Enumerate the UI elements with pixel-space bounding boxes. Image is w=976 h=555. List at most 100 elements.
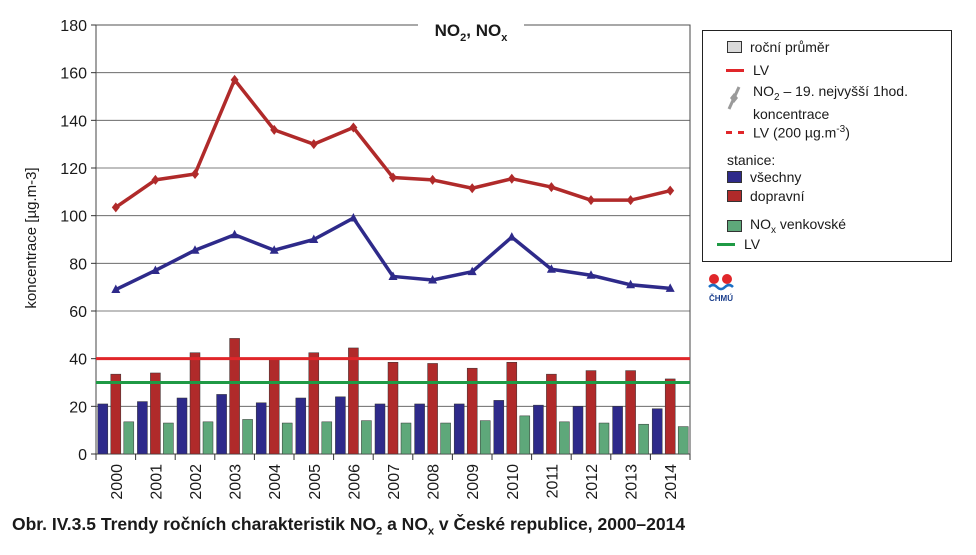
legend-item-annual-mean: roční průměr xyxy=(703,38,829,56)
legend: roční průměr LV NO2 – 19. nejvyšší 1hod.… xyxy=(702,30,952,262)
chmu-logo: ČHMÚ xyxy=(706,272,736,308)
legend-line-lv-green xyxy=(717,242,735,246)
axes: 0 20 40 60 80 100 120 140 160 180 2000 2001 2002 2003… xyxy=(60,18,691,500)
point xyxy=(546,264,556,273)
x-tick-label: 2014 xyxy=(663,464,680,500)
bar xyxy=(546,373,557,455)
x-tick-label: 2003 xyxy=(228,464,245,500)
bar xyxy=(176,397,188,455)
point xyxy=(507,173,516,184)
title-background xyxy=(418,16,524,42)
bar xyxy=(453,403,465,455)
bar xyxy=(242,419,253,455)
point xyxy=(389,172,397,183)
x-tick-label: 2006 xyxy=(346,464,363,500)
bar xyxy=(163,422,174,455)
point xyxy=(666,185,675,196)
bar xyxy=(651,408,663,455)
bar xyxy=(268,358,280,455)
legend-item-19th-highest: NO2 – 19. nejvyšší 1hod. koncentrace xyxy=(703,83,908,122)
bar xyxy=(255,402,267,455)
point xyxy=(150,265,160,274)
chart-title: NO2, NOx xyxy=(435,21,509,44)
point xyxy=(349,122,358,133)
bar xyxy=(97,403,109,455)
bar xyxy=(519,415,531,455)
bar xyxy=(598,422,610,455)
point xyxy=(269,245,279,254)
point xyxy=(507,232,517,241)
legend-line-lv-200 xyxy=(726,130,744,134)
bars xyxy=(97,338,689,455)
point xyxy=(309,234,319,243)
legend-item-lv-green: LV xyxy=(703,235,760,253)
bar xyxy=(374,403,386,455)
x-tick-label: 2002 xyxy=(188,464,205,500)
y-tick-label: 160 xyxy=(60,66,87,83)
bar xyxy=(321,421,333,455)
legend-swatch-rural xyxy=(727,220,742,232)
y-tick-label: 180 xyxy=(60,18,87,35)
point xyxy=(428,275,438,284)
y-tick-label: 80 xyxy=(69,256,87,273)
bar xyxy=(295,397,307,455)
legend-item-all-stations: všechny xyxy=(703,168,801,186)
bar xyxy=(493,400,505,455)
bar xyxy=(625,370,636,455)
limit-lines xyxy=(96,357,690,384)
bar xyxy=(110,373,122,455)
legend-line-lv-red xyxy=(726,68,744,72)
point xyxy=(388,271,398,280)
point xyxy=(547,182,556,193)
x-tick-label: 2013 xyxy=(624,464,641,500)
bar xyxy=(638,423,649,455)
point xyxy=(151,174,160,185)
x-tick-label: 2011 xyxy=(544,464,561,499)
point xyxy=(665,283,675,292)
point xyxy=(468,183,477,194)
y-tick-label: 40 xyxy=(69,352,87,369)
bar xyxy=(189,352,201,455)
bar xyxy=(361,420,372,455)
bar xyxy=(308,352,320,455)
legend-item-lv-red: LV xyxy=(703,61,769,79)
point xyxy=(586,270,596,279)
legend-line-marker-icon xyxy=(727,86,741,110)
x-tick-label: 2005 xyxy=(307,464,324,500)
chmu-logo-icon xyxy=(708,274,734,291)
figure-caption: Obr. IV.3.5 Trendy ročních charakteristi… xyxy=(12,514,686,538)
bar xyxy=(677,426,689,455)
y-tick-label: 100 xyxy=(60,209,87,226)
bar xyxy=(427,363,438,455)
bar xyxy=(479,420,491,455)
point xyxy=(190,245,200,254)
y-tick-label: 0 xyxy=(78,447,87,464)
legend-swatch-annual xyxy=(727,41,742,53)
point xyxy=(626,195,635,206)
point xyxy=(467,266,477,276)
legend-item-lv-200: LV (200 µg.m-3) xyxy=(703,123,850,141)
point xyxy=(230,229,240,239)
legend-heading-stations: stanice: xyxy=(727,152,776,168)
point xyxy=(626,279,636,289)
bar xyxy=(348,347,359,455)
bar xyxy=(612,406,623,455)
point xyxy=(191,168,199,179)
point xyxy=(309,139,318,150)
legend-item-traffic: dopravní xyxy=(703,187,804,205)
bar xyxy=(216,394,227,455)
point xyxy=(230,74,239,85)
bar xyxy=(137,401,148,455)
legend-item-nox-rural: NOx venkovské xyxy=(703,216,846,236)
bar xyxy=(414,403,425,455)
x-tick-label: 2012 xyxy=(584,464,601,500)
legend-swatch-all xyxy=(727,171,742,183)
bar xyxy=(281,422,293,455)
y-tick-label: 20 xyxy=(69,399,87,416)
x-tick-label: 2007 xyxy=(386,464,403,500)
x-tick-label: 2000 xyxy=(109,464,126,500)
bar xyxy=(572,406,584,455)
y-tick-label: 140 xyxy=(60,113,87,130)
x-tick-label: 2009 xyxy=(465,464,482,500)
chmu-logo-text: ČHMÚ xyxy=(709,294,733,303)
